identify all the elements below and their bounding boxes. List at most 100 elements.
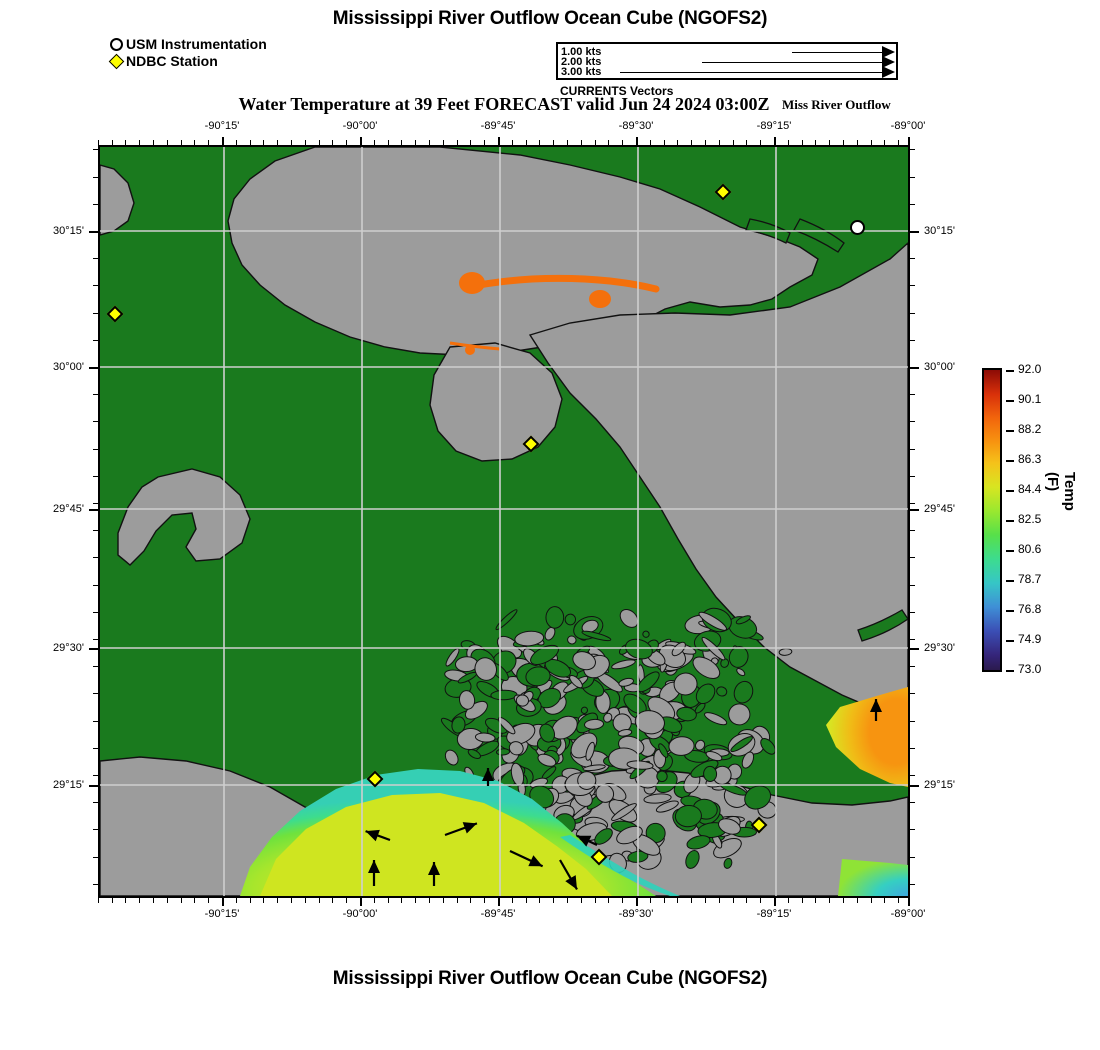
axis-minor-tick <box>910 802 915 804</box>
axis-major-tick <box>498 137 500 145</box>
axis-minor-tick <box>567 898 568 903</box>
colorbar-tick-label: 73.0 <box>1018 662 1042 676</box>
x-axis-label: -89°30' <box>618 120 654 132</box>
axis-minor-tick <box>93 475 98 477</box>
axis-minor-tick <box>608 140 610 145</box>
x-axis-label: -89°45' <box>480 120 516 132</box>
colorbar-tick <box>1006 640 1014 642</box>
axis-minor-tick <box>746 140 748 145</box>
colorbar-tick-label: 78.7 <box>1018 572 1042 586</box>
axis-minor-tick <box>787 898 789 903</box>
land-polygon-3 <box>528 242 908 708</box>
station-marker-layer <box>100 147 908 896</box>
axis-minor-tick <box>401 898 403 903</box>
axis-major-tick <box>89 785 98 787</box>
axis-minor-tick <box>910 693 915 695</box>
axis-minor-tick <box>401 140 403 145</box>
axis-minor-tick <box>594 898 596 903</box>
colorbar-tick <box>1006 430 1014 432</box>
axis-major-tick <box>910 648 919 650</box>
axis-minor-tick <box>125 140 127 145</box>
axis-major-tick <box>222 137 224 145</box>
axis-major-tick <box>636 137 638 145</box>
colorbar-tick-label: 92.0 <box>1018 362 1042 376</box>
axis-minor-tick <box>898 140 900 145</box>
axis-minor-tick <box>525 898 527 903</box>
axis-major-tick <box>360 137 362 145</box>
axis-minor-tick <box>93 285 98 287</box>
axis-minor-tick <box>93 856 98 858</box>
axis-minor-tick <box>910 448 915 450</box>
colorbar-tick-label: 86.3 <box>1018 452 1042 466</box>
colorbar-tick-label: 88.2 <box>1018 422 1042 436</box>
axis-minor-tick <box>760 898 762 903</box>
ndbc-station-marker[interactable] <box>750 816 768 834</box>
axis-minor-tick <box>93 394 98 396</box>
axis-minor-tick <box>691 898 693 903</box>
axis-minor-tick <box>318 898 320 903</box>
axis-major-tick <box>910 785 919 787</box>
currents-legend-row: 2.00 kts <box>561 56 895 68</box>
axis-minor-tick <box>843 140 844 145</box>
axis-minor-tick <box>93 176 98 178</box>
axis-minor-tick <box>93 775 98 776</box>
ndbc-station-marker[interactable] <box>522 435 540 453</box>
axis-minor-tick <box>815 898 817 903</box>
y-axis-label: 29°30' <box>924 642 955 654</box>
currents-arrow-head-icon <box>882 66 895 78</box>
ndbc-station-marker[interactable] <box>106 305 124 323</box>
map-canvas[interactable] <box>100 147 908 896</box>
axis-minor-tick <box>373 898 375 903</box>
axis-minor-tick <box>910 285 915 287</box>
axis-minor-tick <box>705 898 706 903</box>
axis-minor-tick <box>580 140 582 145</box>
axis-minor-tick <box>856 898 858 903</box>
x-axis-label: -89°45' <box>480 908 516 920</box>
axis-major-tick <box>774 137 776 145</box>
axis-minor-tick <box>910 176 915 178</box>
colorbar-tick-label: 80.6 <box>1018 542 1042 556</box>
land-polygon-2 <box>117 468 251 566</box>
axis-minor-tick <box>870 140 872 145</box>
axis-minor-tick <box>884 140 886 145</box>
axis-minor-tick <box>746 898 748 903</box>
ndbc-station-marker[interactable] <box>366 770 384 788</box>
axis-major-tick <box>910 367 919 369</box>
ndbc-station-marker[interactable] <box>590 848 608 866</box>
currents-scale-label: 2.00 kts <box>561 56 602 68</box>
axis-minor-tick <box>93 584 98 586</box>
axis-minor-tick <box>856 140 858 145</box>
footer-title: Mississippi River Outflow Ocean Cube (NG… <box>332 968 768 989</box>
station-legend: USM Instrumentation NDBC Station <box>108 36 267 70</box>
axis-minor-tick <box>910 584 915 586</box>
axis-minor-tick <box>705 140 706 145</box>
axis-minor-tick <box>93 666 98 668</box>
axis-minor-tick <box>732 140 734 145</box>
ndbc-station-marker[interactable] <box>714 183 732 201</box>
axis-minor-tick <box>910 503 915 504</box>
axis-minor-tick <box>663 898 665 903</box>
y-axis-label: 29°45' <box>924 503 955 515</box>
axis-minor-tick <box>153 140 154 145</box>
axis-minor-tick <box>125 898 127 903</box>
current-vector-arrowhead-icon <box>482 768 494 781</box>
y-axis-label: 30°00' <box>924 361 955 373</box>
axis-minor-tick <box>318 140 320 145</box>
axis-minor-tick <box>910 829 915 831</box>
axis-minor-tick <box>622 140 624 145</box>
x-axis-label: -90°15' <box>204 908 240 920</box>
axis-minor-tick <box>553 898 555 903</box>
colorbar-tick <box>1006 460 1014 462</box>
map-plot-area[interactable] <box>98 145 910 898</box>
chart-subtitle-right: Miss River Outflow <box>782 97 891 112</box>
axis-minor-tick <box>677 140 679 145</box>
axis-minor-tick <box>801 140 803 145</box>
axis-minor-tick <box>93 258 98 260</box>
axis-minor-tick <box>194 898 196 903</box>
axis-minor-tick <box>910 775 915 776</box>
usm-instrumentation-marker[interactable] <box>850 220 865 235</box>
x-axis-label: -89°30' <box>618 908 654 920</box>
axis-minor-tick <box>829 898 831 903</box>
axis-minor-tick <box>97 898 99 903</box>
colorbar-tick-label: 82.5 <box>1018 512 1042 526</box>
